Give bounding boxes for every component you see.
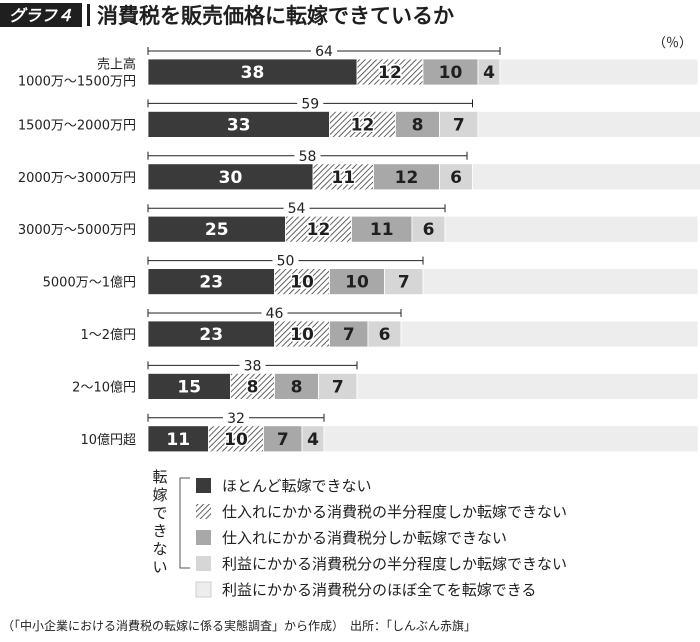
legend-swatch xyxy=(196,556,211,571)
bar-segment xyxy=(478,111,700,137)
category-label: 5000万～1億円 xyxy=(43,275,136,291)
data-label: 30 xyxy=(219,168,243,188)
data-label: 33 xyxy=(227,115,251,135)
data-label: 23 xyxy=(199,325,223,345)
total-label: 38 xyxy=(244,358,262,374)
legend-swatch xyxy=(196,478,211,493)
data-label: 12 xyxy=(378,63,402,83)
total-label: 58 xyxy=(299,149,317,165)
data-label: 15 xyxy=(177,377,201,397)
data-label: 7 xyxy=(277,430,289,450)
data-label: 8 xyxy=(247,377,259,397)
bar-segment xyxy=(401,321,698,347)
legend-swatch xyxy=(196,504,211,519)
category-label: 2000万～3000万円 xyxy=(18,171,136,186)
category-label: 1500万～2000万円 xyxy=(18,118,136,133)
legend-group-label: 転嫁できない xyxy=(152,468,167,576)
legend-entry: 仕入れにかかる消費税の半分程度しか転嫁できない xyxy=(222,503,567,521)
data-label: 38 xyxy=(241,63,265,83)
category-label: 1000万～1500万円 xyxy=(18,75,136,90)
category-label: 2～10億円 xyxy=(72,379,136,395)
legend-swatch xyxy=(196,582,211,597)
data-label: 11 xyxy=(370,220,394,240)
data-label: 10 xyxy=(290,273,314,293)
legend-group-bracket xyxy=(180,478,190,568)
data-label: 10 xyxy=(439,63,463,83)
legend-group-char: 転 xyxy=(152,468,167,486)
bar-segment xyxy=(473,164,700,190)
data-label: 12 xyxy=(395,168,419,188)
legend-entry: 仕入れにかかる消費税分しか転嫁できない xyxy=(222,529,507,547)
data-label: 10 xyxy=(224,430,248,450)
data-label: 11 xyxy=(331,168,355,188)
data-label: 8 xyxy=(291,377,303,397)
total-label: 32 xyxy=(227,411,245,427)
total-label: 46 xyxy=(266,306,284,322)
category-label: 3000万～5000万円 xyxy=(18,223,136,238)
data-label: 6 xyxy=(450,168,462,188)
data-label: 4 xyxy=(483,63,495,83)
legend-group-char: 嫁 xyxy=(152,486,167,504)
legend-entry: 利益にかかる消費税分の半分程度しか転嫁できない xyxy=(222,555,567,573)
data-label: 7 xyxy=(332,377,344,397)
chart-title: 消費税を販売価格に転嫁できているか xyxy=(97,4,454,28)
legend-group-char: で xyxy=(152,504,167,522)
data-label: 23 xyxy=(199,273,223,293)
legend-swatch xyxy=(196,530,211,545)
legend-group-char: な xyxy=(152,540,167,558)
bar-segment xyxy=(423,269,698,295)
data-label: 12 xyxy=(307,220,331,240)
bar-segment xyxy=(445,216,698,242)
data-label: 6 xyxy=(379,325,391,345)
bar-segment xyxy=(324,426,698,452)
legend: ほとんど転嫁できない仕入れにかかる消費税の半分程度しか転嫁できない仕入れにかかる… xyxy=(180,477,567,599)
bar-segment xyxy=(357,373,698,399)
legend-entry: 利益にかかる消費税分のほぼ全てを転嫁できる xyxy=(222,581,536,599)
category-label: 1～2億円 xyxy=(80,327,136,343)
total-label: 64 xyxy=(315,44,333,60)
data-label: 8 xyxy=(412,115,424,135)
legend-group-char: き xyxy=(152,522,167,540)
total-label: 54 xyxy=(288,201,306,217)
title-badge: グラフ４ xyxy=(9,6,73,25)
data-label: 4 xyxy=(307,430,319,450)
source-note: （「中小企業における消費税の転嫁に係る実態調査」から作成） 出所：「しんぶん赤旗… xyxy=(2,618,476,633)
total-label: 50 xyxy=(277,254,295,270)
data-label: 7 xyxy=(398,273,410,293)
total-label: 59 xyxy=(301,96,319,112)
data-label: 10 xyxy=(290,325,314,345)
data-label: 10 xyxy=(345,273,369,293)
data-label: 7 xyxy=(453,115,465,135)
unit-label: （％） xyxy=(653,36,692,51)
data-label: 12 xyxy=(351,115,375,135)
title-divider xyxy=(87,4,90,26)
legend-entry: ほとんど転嫁できない xyxy=(222,477,372,495)
bar-segment xyxy=(500,59,698,85)
category-label: 10億円超 xyxy=(80,432,136,448)
data-label: 7 xyxy=(343,325,355,345)
legend-group-char: い xyxy=(152,558,167,576)
data-label: 6 xyxy=(423,220,435,240)
category-label: 売上高 xyxy=(97,57,136,73)
data-label: 11 xyxy=(166,430,190,450)
data-label: 25 xyxy=(205,220,229,240)
